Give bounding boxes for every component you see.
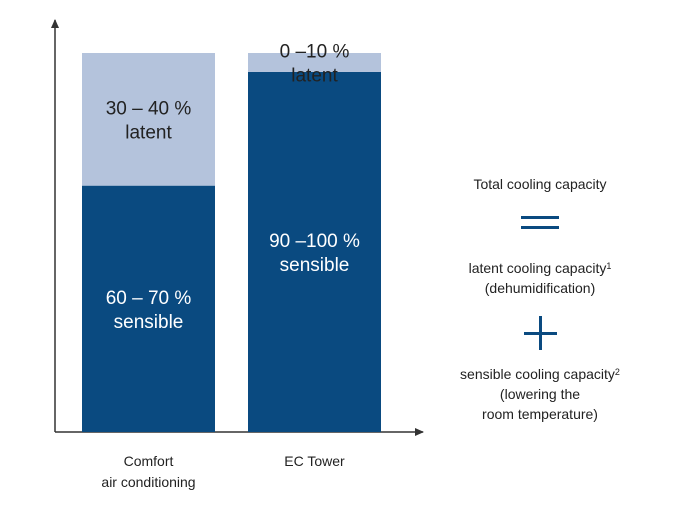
bar-label-latent-1-line-1: 30 – 40 % xyxy=(106,98,192,119)
bar-label-latent-2-line-1: 0 –10 % xyxy=(280,41,350,62)
sensible-cooling-label: sensible cooling capacity2 xyxy=(460,366,620,382)
latent-cooling-label: latent cooling capacity1 xyxy=(468,260,612,276)
bar-label-latent-1-line-2: latent xyxy=(125,122,172,143)
footnote-2: 2 xyxy=(614,367,620,377)
bar-label-sensible-1-line-2: sensible xyxy=(114,312,184,333)
category-labels: Comfort air conditioning EC Tower xyxy=(101,453,345,490)
bar-label-sensible-1-line-1: 60 – 70 % xyxy=(106,288,192,309)
plus-icon xyxy=(420,316,660,355)
bar-label-sensible-2-line-1: 90 –100 % xyxy=(269,231,360,252)
room-temperature-label: room temperature) xyxy=(482,406,598,422)
bar-label-sensible-2-line-2: sensible xyxy=(280,255,350,276)
bar-latent-2 xyxy=(248,53,381,72)
bar-latent-1 xyxy=(82,53,215,186)
dehumidification-label: (dehumidification) xyxy=(484,280,596,296)
total-cooling-label: Total cooling capacity xyxy=(473,176,607,192)
bar-sensible-1 xyxy=(82,185,215,432)
lowering-label: (lowering the xyxy=(499,386,581,402)
bars-group: 60 – 70 % sensible 30 – 40 % latent 90 –100 … xyxy=(82,41,381,432)
footnote-1: 1 xyxy=(606,261,612,271)
bar-label-latent-2-line-2: latent xyxy=(291,65,338,86)
bar-sensible-2 xyxy=(248,71,381,432)
equals-icon xyxy=(420,208,660,243)
category-label-1-line-2: air conditioning xyxy=(101,474,195,490)
category-label-1-line-1: Comfort xyxy=(124,453,174,469)
category-label-2-line-1: EC Tower xyxy=(284,453,345,469)
